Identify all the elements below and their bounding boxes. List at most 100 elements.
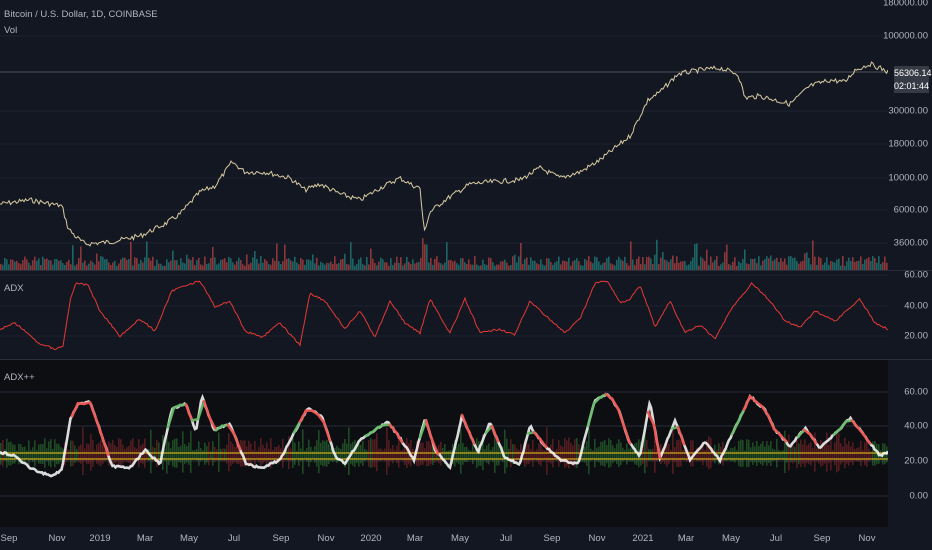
time-label: Mar <box>406 533 424 544</box>
adxpp-pane[interactable] <box>0 360 888 527</box>
volume-bar <box>348 264 350 270</box>
di-histogram-bar <box>296 450 298 460</box>
di-histogram-bar <box>82 427 84 476</box>
di-histogram-bar <box>472 443 474 465</box>
di-histogram-bar <box>256 450 258 460</box>
adx-pane[interactable] <box>0 271 888 359</box>
di-histogram-bar <box>872 441 874 466</box>
volume-bar <box>878 256 880 270</box>
volume-bar <box>716 256 718 270</box>
volume-bar <box>166 259 168 270</box>
volume-bar <box>198 257 200 270</box>
adxpp-segment <box>100 434 110 456</box>
volume-bar <box>794 257 796 270</box>
volume-bar <box>664 259 666 270</box>
volume-bar <box>656 239 658 270</box>
volume-bar <box>862 264 864 270</box>
volume-bar <box>262 262 264 270</box>
adx-axis[interactable]: 60.00 40.00 20.00 <box>888 270 932 359</box>
di-histogram-bar <box>668 443 670 465</box>
di-histogram-bar <box>542 449 544 461</box>
di-histogram-bar <box>198 441 200 466</box>
price-chart[interactable] <box>0 0 888 270</box>
volume-bar <box>24 256 26 270</box>
adxpp-segment <box>586 402 596 428</box>
di-histogram-bar <box>422 442 424 465</box>
volume-bar <box>48 260 50 270</box>
volume-bar <box>792 257 794 270</box>
volume-bar <box>752 259 754 270</box>
di-histogram-bar <box>58 443 60 465</box>
di-histogram-bar <box>534 450 536 460</box>
volume-bar <box>500 261 502 270</box>
di-histogram-bar <box>94 450 96 460</box>
volume-bar <box>84 260 86 270</box>
volume-bar <box>730 265 732 270</box>
adxpp-segment <box>730 421 740 436</box>
di-histogram-bar <box>726 449 728 461</box>
volume-bar <box>674 263 676 270</box>
time-label: Sep <box>0 533 18 544</box>
di-histogram-bar <box>648 449 650 461</box>
volume-bar <box>854 261 856 270</box>
volume-bar <box>174 260 176 270</box>
adx-chart[interactable] <box>0 271 888 359</box>
di-histogram-bar <box>616 443 618 465</box>
time-axis[interactable]: Sep Nov 2019 Mar May Jul Sep Nov 2020 Ma… <box>0 527 888 550</box>
adxpp-segment <box>484 424 494 435</box>
volume-bar <box>592 263 594 270</box>
pane-separator[interactable] <box>0 270 932 271</box>
di-histogram-bar <box>250 443 252 465</box>
di-histogram-bar <box>246 446 248 463</box>
volume-bar <box>610 263 612 270</box>
adxpp-segment <box>862 433 872 445</box>
volume-bar <box>682 261 684 270</box>
adxpp-segment <box>796 428 806 439</box>
volume-bar <box>70 264 72 270</box>
volume-bar <box>418 262 420 270</box>
adxpp-segment <box>856 426 866 437</box>
di-histogram-bar <box>632 447 634 462</box>
volume-bar <box>784 258 786 270</box>
volume-bar <box>606 258 608 270</box>
volume-bar <box>840 265 842 270</box>
di-histogram-bar <box>504 429 506 474</box>
volume-bar <box>884 256 886 270</box>
di-histogram-bar <box>168 442 170 466</box>
di-histogram-bar <box>556 448 558 461</box>
volume-bar <box>244 265 246 270</box>
di-histogram-bar <box>166 429 168 474</box>
adxpp-axis[interactable]: 60.00 40.00 20.00 0.00 <box>888 360 932 527</box>
volume-bar <box>732 261 734 270</box>
volume-bar <box>258 263 260 270</box>
di-histogram-bar <box>530 449 532 461</box>
volume-bar <box>446 242 448 270</box>
pane-separator[interactable] <box>0 359 932 360</box>
price-pane[interactable] <box>0 0 888 270</box>
volume-bar <box>332 264 334 270</box>
volume-bar <box>206 263 208 270</box>
di-histogram-bar <box>466 446 468 463</box>
di-histogram-bar <box>736 450 738 460</box>
volume-bar <box>576 258 578 270</box>
volume-bar <box>300 258 302 270</box>
volume-bar <box>318 265 320 270</box>
di-histogram-bar <box>208 441 210 466</box>
adxpp-chart[interactable] <box>0 360 888 527</box>
di-histogram-bar <box>190 430 192 473</box>
price-tick: 3600.00 <box>893 237 928 249</box>
volume-bar <box>880 264 882 270</box>
volume-bar <box>870 261 872 270</box>
volume-bar <box>234 264 236 270</box>
volume-bar <box>720 264 722 270</box>
di-histogram-bar <box>264 447 266 462</box>
di-histogram-bar <box>66 448 68 461</box>
di-histogram-bar <box>870 451 872 460</box>
di-histogram-bar <box>266 442 268 466</box>
volume-bar <box>428 262 430 270</box>
di-histogram-bar <box>42 443 44 465</box>
volume-bar <box>550 262 552 270</box>
volume-bar <box>850 260 852 270</box>
price-axis[interactable]: 180000.00 100000.00 30000.00 18000.00 10… <box>883 0 932 270</box>
volume-bar <box>564 261 566 270</box>
